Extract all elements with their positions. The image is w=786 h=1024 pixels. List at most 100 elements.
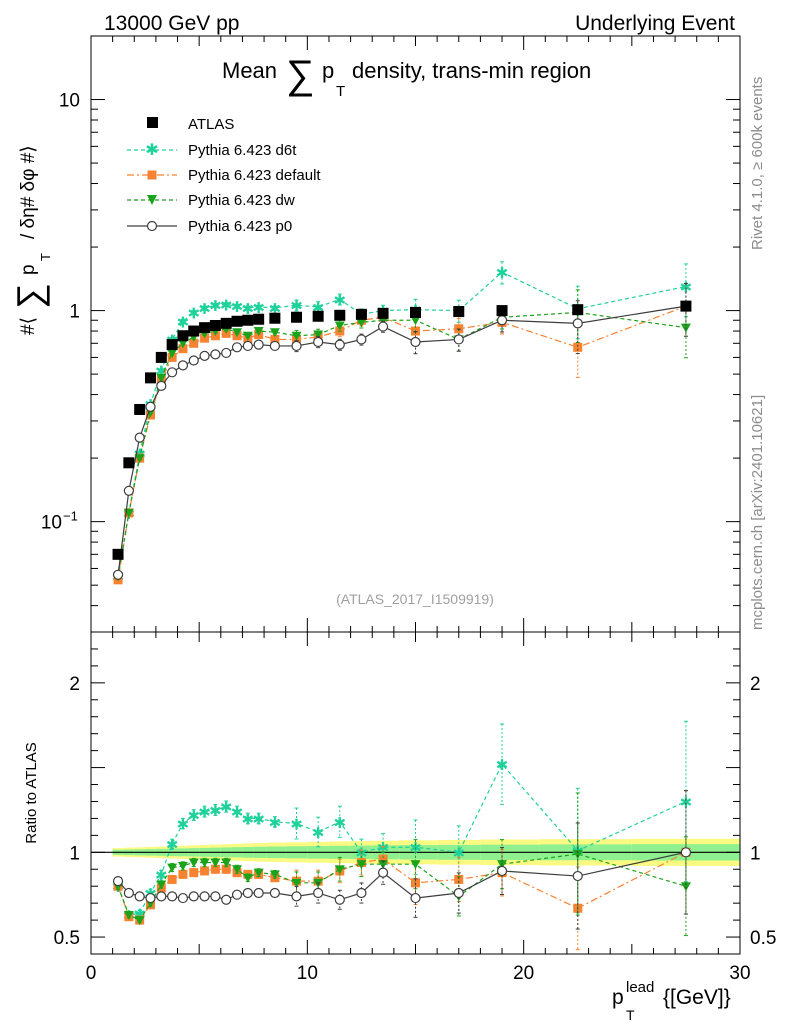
ratio-point: [188, 858, 199, 868]
legend-label-d6t: Pythia 6.423 d6t: [188, 142, 297, 159]
y-tick-label: 10: [59, 91, 80, 112]
data-point: [188, 325, 200, 337]
x-tick-labels: 0 10 20 30: [86, 963, 751, 984]
legend-marker-p0: [146, 220, 158, 232]
data-point: [167, 367, 178, 378]
ratio-point: ✱: [209, 803, 222, 820]
ratio-point: [134, 916, 145, 926]
ratio-point: [221, 858, 232, 868]
ratio-point: [177, 892, 189, 904]
ratio-point: ✱: [377, 840, 390, 857]
y-tick-label: 1: [69, 302, 80, 323]
ratio-point: [189, 868, 199, 878]
ratio-point: ✱: [452, 845, 465, 862]
data-point: [410, 336, 421, 348]
analysis-id: (ATLAS_2017_I1509919): [336, 591, 494, 607]
ratio-point: [291, 878, 302, 888]
ratio-point: [496, 865, 508, 877]
ratio-point: [269, 870, 280, 880]
ratio-point: ✱: [269, 815, 282, 832]
ratio-point: [199, 891, 210, 902]
ylabel-post: / δη# δφ #⟩: [18, 145, 39, 239]
ratio-point: [253, 887, 264, 899]
data-point: [242, 331, 253, 341]
y-tick-label-exponent: −1: [63, 509, 78, 524]
legend-label-atlas: ATLAS: [188, 116, 234, 133]
main-y-label: #⟨ ∑ p T / δη# δφ #⟩: [9, 145, 53, 335]
ratio-ticks: [90, 631, 741, 955]
ratio-point: [242, 873, 253, 883]
data-point: [291, 311, 303, 323]
ratio-point: [221, 894, 232, 905]
data-point: [210, 349, 221, 360]
data-point: [144, 372, 156, 384]
ratio-uncertainty-band: [91, 838, 740, 866]
data-point: [253, 339, 264, 350]
data-point: [573, 342, 583, 352]
title-sub: T: [336, 83, 345, 100]
legend-label-default: Pythia 6.423 default: [188, 167, 321, 184]
ratio-point: [123, 887, 134, 899]
ratio-point: ✱: [312, 825, 325, 842]
data-point: [134, 403, 146, 415]
data-point: [453, 334, 464, 345]
data-point: [410, 306, 421, 318]
data-point: [155, 351, 167, 363]
data-point: [410, 316, 421, 326]
ratio-y-tick-labels: 0.5 0.5 1 1 2 2: [54, 674, 777, 949]
ratio-point: [156, 891, 167, 902]
ratio-point: [453, 887, 464, 899]
legend-marker-dw: [147, 195, 157, 205]
data-point: [496, 305, 508, 317]
main-ticks: [90, 35, 741, 633]
data-point: [312, 310, 324, 322]
ratio-point: [572, 850, 583, 860]
y-tick-label: 10: [41, 513, 62, 534]
data-point: [253, 327, 264, 337]
data-point: [177, 339, 188, 349]
ratio-y-tick-label-right: 2: [750, 674, 761, 695]
ratio-point: [210, 858, 221, 868]
ratio-point: [572, 870, 583, 882]
title-p: p: [322, 58, 334, 83]
xlabel-unit: {[GeV]}: [663, 986, 731, 1009]
data-point: [356, 334, 367, 345]
legend-marker-d6t: ✱: [145, 142, 158, 159]
ratio-point: ✱: [496, 757, 509, 774]
data-point: ✱: [187, 305, 200, 322]
ratio-point: [377, 867, 389, 878]
ratio-panel: ✱✱✱✱✱✱✱✱✱✱✱✱✱✱✱✱✱✱✱✱✱✱✱✱✱ 0.5 0.5 1 1 2 2 0 10…: [23, 631, 777, 1023]
data-point: [112, 548, 124, 560]
series-atlas: [112, 300, 692, 560]
main-series: ✱✱✱✱✱✱✱✱✱✱✱✱✱✱✱✱✱✱✱✱✱✱✱✱✱: [112, 261, 692, 586]
ratio-point: [356, 887, 367, 899]
title-sum: ∑: [286, 53, 315, 97]
data-point: [269, 312, 281, 324]
data-point: [291, 340, 302, 352]
ratio-point: [167, 891, 178, 902]
ratio-point: [378, 854, 388, 864]
series-line: [117, 305, 687, 575]
data-point: [177, 330, 189, 342]
ratio-point: [199, 858, 210, 868]
data-point: [167, 348, 178, 358]
data-point: [291, 331, 302, 341]
ratio-point: ✱: [252, 811, 265, 828]
ylabel-sum: ∑: [9, 283, 50, 309]
ratio-point: ✱: [231, 805, 244, 822]
data-point: [269, 328, 280, 338]
mcplots-label: mcplots.cern.ch [arXiv:2401.10621]: [749, 395, 766, 630]
data-point: [356, 318, 367, 328]
data-point: [270, 334, 280, 344]
data-point: [334, 321, 345, 331]
ratio-point: ✱: [198, 805, 211, 822]
ratio-point: ✱: [290, 817, 303, 834]
ylabel-pre: #⟨: [18, 317, 39, 335]
energy-label: 13000 GeV pp: [104, 12, 239, 35]
data-point: [572, 304, 584, 316]
ratio-point: [177, 861, 188, 871]
ratio-point: ✱: [155, 867, 168, 884]
ratio-point: [188, 891, 199, 902]
xlabel-sup: lead: [626, 979, 654, 996]
data-point: [220, 317, 232, 329]
